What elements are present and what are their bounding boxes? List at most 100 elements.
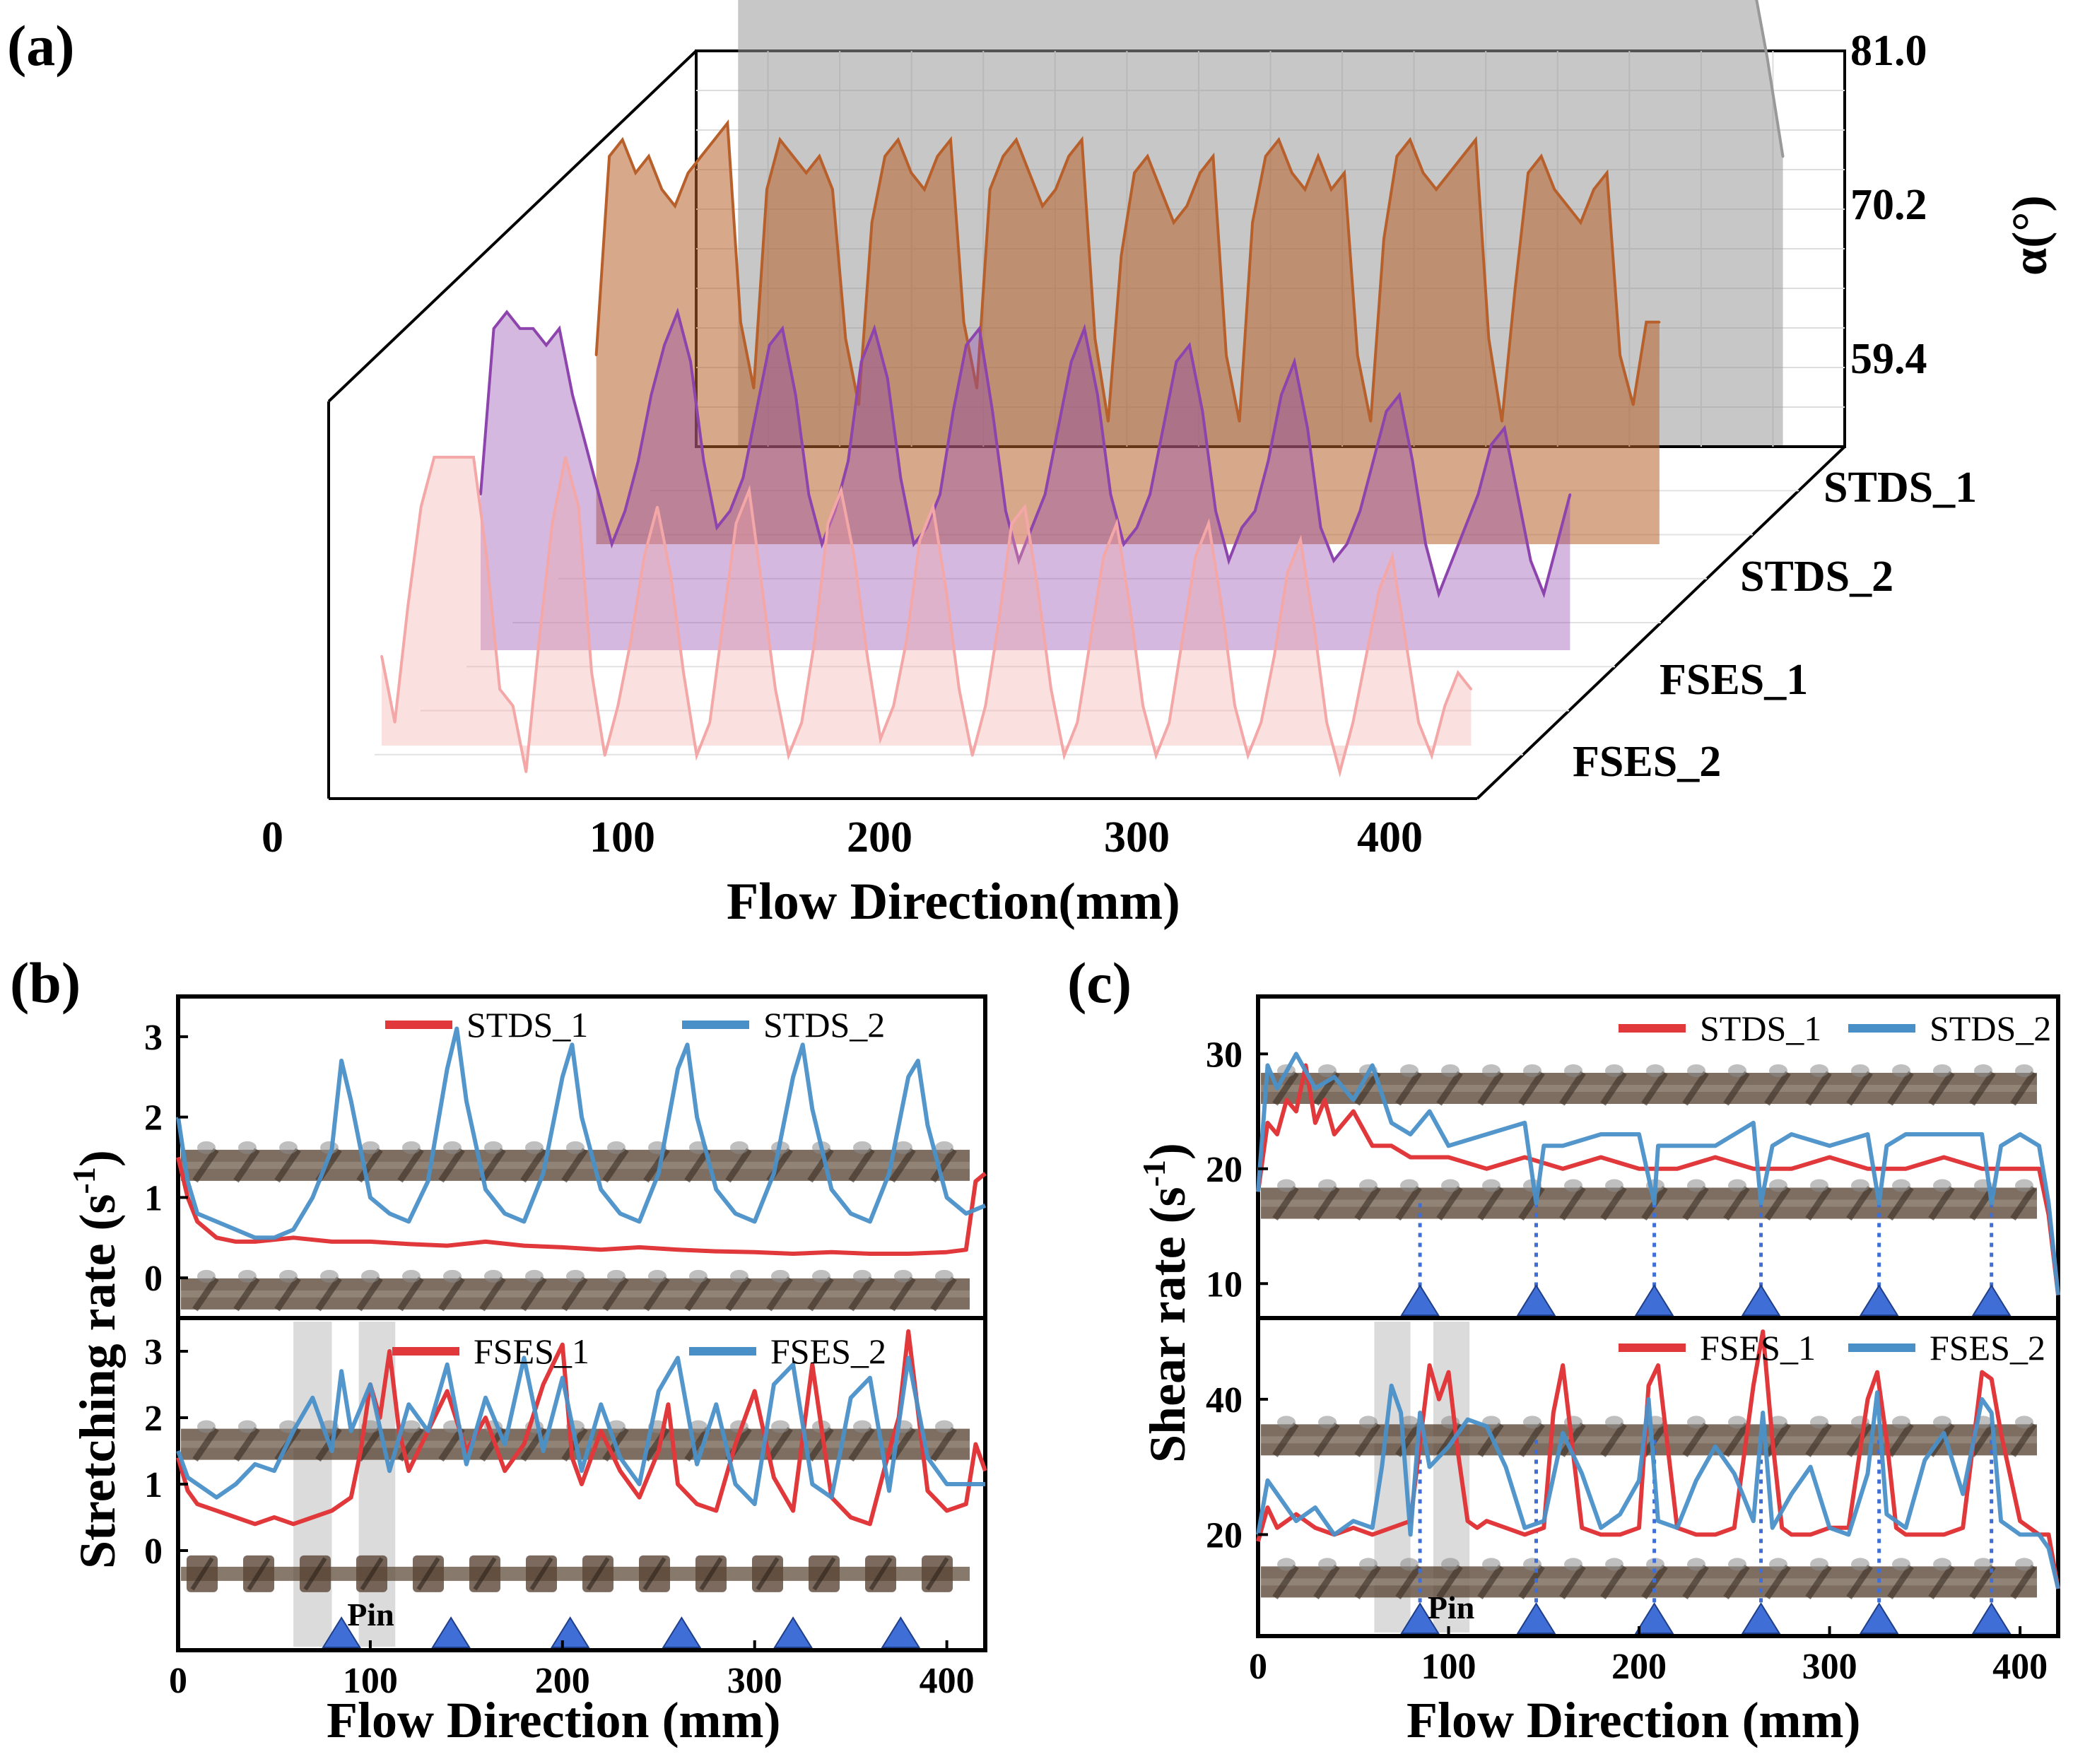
- screw-flight-tip: [1441, 1064, 1460, 1077]
- data-point-STDS_2: [1435, 188, 1438, 191]
- screw-highlight: [1261, 1199, 2037, 1207]
- data-point-STDS_2: [1501, 420, 1503, 423]
- x-tick-label: 0: [169, 1661, 187, 1701]
- data-point-FSES_2: [1378, 589, 1380, 591]
- data-point-FSES_1: [1122, 543, 1125, 546]
- data-point-FSES_1: [741, 476, 744, 479]
- depth-label-stds-1: STDS_1: [1824, 464, 1977, 512]
- series-area-FSES_2: [382, 457, 1472, 772]
- screw-flight: [1477, 1071, 1504, 1106]
- series-area-STDS_2: [596, 123, 1660, 544]
- data-point-FSES_2: [630, 638, 633, 641]
- series-line-FSES_2: [380, 455, 1472, 778]
- data-point-FSES_2: [958, 688, 961, 690]
- data-point-FSES_2: [814, 638, 816, 641]
- data-point-FSES_2: [1010, 522, 1013, 525]
- data-point-FSES_2: [642, 555, 645, 558]
- screw-flight-tip: [1933, 1064, 1951, 1077]
- series-line-STDS_2: [1256, 1052, 2060, 1295]
- data-point-STDS_2: [949, 139, 952, 141]
- series-line-FSES_1: [479, 307, 1572, 599]
- data-point-FSES_1: [821, 543, 823, 546]
- data-point-FSES_2: [1286, 572, 1288, 575]
- pin-triangle-marker: [1634, 1284, 1674, 1316]
- data-point-FSES_2: [984, 705, 987, 707]
- screw-flight-tip: [2015, 1416, 2033, 1429]
- panel-b-ylabel: Stretching rate (s-1): [66, 1150, 126, 1569]
- data-point-FSES_1: [1438, 592, 1440, 595]
- screw-flight-tip: [1277, 1558, 1296, 1571]
- screw-flight: [930, 1276, 957, 1312]
- screw-flight: [643, 1276, 670, 1312]
- data-point-FSES_2: [1102, 555, 1105, 558]
- screw-flight: [1682, 1564, 1709, 1599]
- screw-flight: [1559, 1185, 1586, 1221]
- data-point-FSES_1: [1476, 493, 1479, 495]
- screw-flight: [561, 1276, 588, 1312]
- data-point-FSES_1: [1398, 394, 1401, 396]
- screw-flight-tip: [2015, 1064, 2033, 1077]
- screw-flight: [1354, 1185, 1381, 1221]
- data-point-FSES_2: [472, 456, 475, 459]
- data-point-STDS_2: [844, 337, 847, 340]
- data-point-STDS_2: [1514, 288, 1517, 290]
- data-point-FSES_1: [952, 410, 955, 413]
- data-point-FSES_1: [1385, 410, 1387, 413]
- data-point-FSES_2: [1037, 589, 1040, 591]
- series-line-FSES_1: [176, 1329, 987, 1527]
- screw-highlight: [1261, 1436, 2037, 1444]
- screw-flight-tip: [402, 1420, 421, 1433]
- data-point-FSES_2: [1194, 555, 1197, 558]
- screw-flight: [1682, 1422, 1709, 1457]
- screw-flight-tip: [1933, 1179, 1951, 1192]
- panel-label-a: (a): [7, 13, 75, 78]
- data-point-FSES_2: [734, 522, 737, 525]
- screw-flight: [925, 1557, 949, 1591]
- data-point-FSES_1: [519, 327, 522, 330]
- screw-flight-tip: [1892, 1064, 1910, 1077]
- data-point-STDS_2: [1173, 221, 1175, 224]
- screw-flight: [1846, 1564, 1873, 1599]
- data-point-FSES_2: [892, 705, 895, 707]
- x-tick-0: 0: [262, 813, 283, 862]
- data-point-FSES_1: [689, 360, 692, 363]
- legend-label: FSES_1: [474, 1331, 589, 1371]
- screw-flight: [642, 1557, 666, 1591]
- screw-flight: [1436, 1564, 1463, 1599]
- y-tick-label: 0: [144, 1531, 163, 1572]
- screw-flight-tip: [1605, 1558, 1623, 1571]
- data-point-FSES_1: [1529, 559, 1532, 562]
- screw-flight: [1764, 1422, 1791, 1457]
- data-point-FSES_1: [1306, 427, 1309, 430]
- screw-flight: [766, 1276, 793, 1312]
- panel-c-ylabel-sup: -1: [1136, 1160, 1172, 1187]
- screw-flight-tip: [1482, 1179, 1501, 1192]
- screw-flight: [2010, 1422, 2037, 1457]
- data-point-FSES_1: [1149, 493, 1151, 495]
- data-point-FSES_2: [1404, 638, 1407, 641]
- screw-flight-tip: [1482, 1064, 1501, 1077]
- data-point-FSES_1: [1503, 427, 1506, 430]
- data-point-FSES_2: [1129, 605, 1132, 608]
- pin-triangle-marker: [431, 1616, 471, 1648]
- panel-label-b: (b): [10, 951, 81, 1015]
- screw-flight-tip: [197, 1420, 216, 1433]
- data-point-FSES_2: [1325, 721, 1328, 724]
- series-line-FSES_2: [176, 1356, 985, 1507]
- data-point-STDS_2: [621, 139, 624, 141]
- data-point-STDS_2: [1632, 404, 1635, 406]
- screw-flight-tip: [1359, 1416, 1378, 1429]
- screw-flight-tip: [1564, 1064, 1582, 1077]
- screw-flight: [1518, 1422, 1545, 1457]
- data-point-FSES_2: [1339, 771, 1341, 773]
- pin-triangle-marker: [1971, 1284, 2012, 1316]
- data-point-FSES_1: [1568, 493, 1571, 495]
- data-point-FSES_2: [853, 555, 856, 558]
- y-tick-label: 10: [1206, 1264, 1243, 1305]
- x-tick-100: 100: [589, 813, 655, 862]
- screw-flight: [190, 1557, 214, 1591]
- series-line-STDS_1: [176, 1156, 987, 1256]
- data-point-FSES_1: [847, 460, 850, 463]
- data-point-FSES_1: [1280, 394, 1283, 396]
